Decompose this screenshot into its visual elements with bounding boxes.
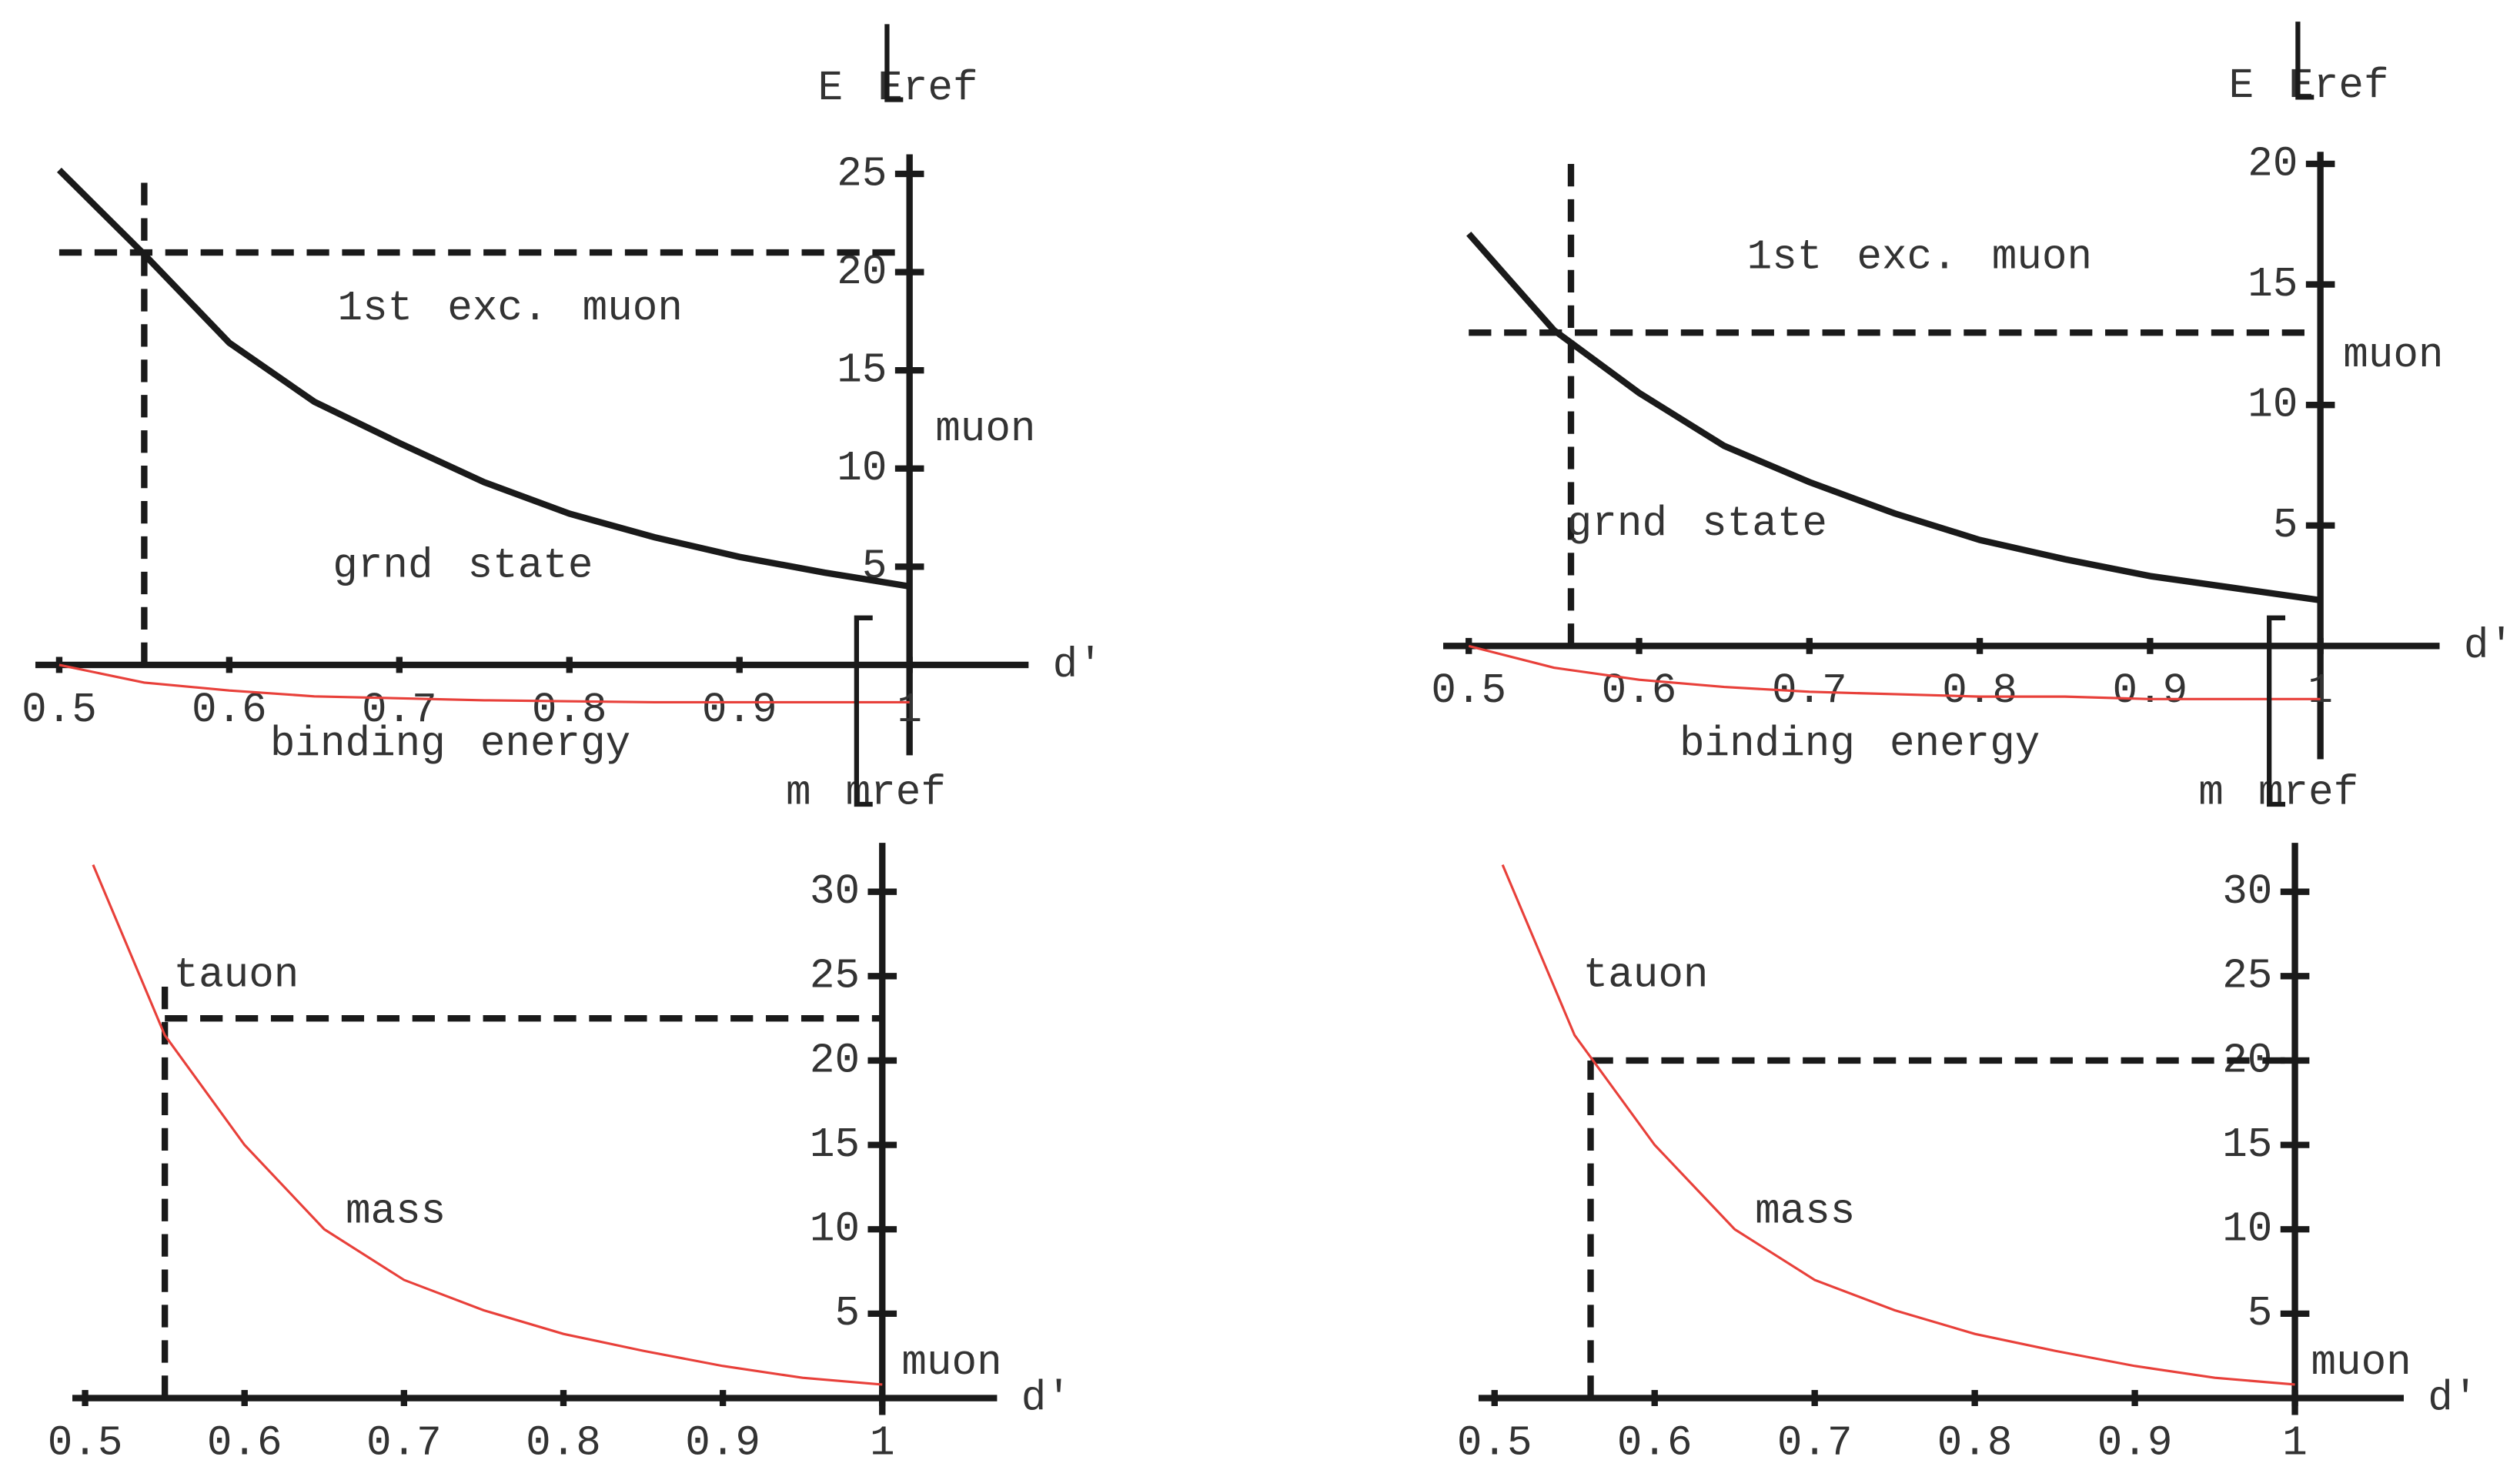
y-tick-label: 15 <box>837 347 887 394</box>
curve <box>1468 644 2321 700</box>
x-tick-label: 1 <box>2308 668 2333 715</box>
annotation: muon <box>2311 1340 2411 1387</box>
annotation: muon <box>2343 332 2443 379</box>
x-tick-label: 0.8 <box>1937 1420 2013 1467</box>
x-tick-label: 0.7 <box>362 687 437 734</box>
label-bracket <box>2267 615 2286 807</box>
x-tick-label: 0.5 <box>1431 668 1506 715</box>
x-axis-label: d' <box>1021 1375 1071 1422</box>
annotation: mass <box>1755 1189 1855 1236</box>
y-tick-label: 30 <box>2222 869 2272 916</box>
x-tick-label: 0.5 <box>1457 1420 1532 1467</box>
y-tick-label: 25 <box>2222 954 2272 1001</box>
x-axis-label: d' <box>2464 623 2514 670</box>
y-tick-label: 15 <box>810 1122 860 1169</box>
x-tick-label: 0.9 <box>2097 1420 2173 1467</box>
label-bracket <box>854 615 873 807</box>
x-axis-label: d' <box>1053 642 1103 689</box>
x-axis-label: d' <box>2428 1375 2478 1422</box>
y-tick-label: 20 <box>810 1037 860 1084</box>
x-tick-label: 0.9 <box>2113 668 2188 715</box>
y-tick-label: 20 <box>837 249 887 296</box>
x-tick-label: 0.7 <box>366 1420 442 1467</box>
x-tick-label: 0.6 <box>1617 1420 1693 1467</box>
annotation: muon <box>901 1340 1001 1387</box>
x-tick-label: 1 <box>870 1420 895 1467</box>
y-tick-label: 5 <box>2248 1291 2273 1338</box>
annotation: binding energy <box>1679 721 2040 768</box>
annotation: tauon <box>174 953 299 1000</box>
x-tick-label: 0.8 <box>1942 668 2017 715</box>
curve <box>58 663 910 703</box>
y-tick-label: 10 <box>2248 383 2298 429</box>
x-tick-label: 0.5 <box>22 687 97 734</box>
x-tick-label: 0.9 <box>702 687 777 734</box>
annotation: muon <box>935 406 1035 453</box>
y-tick-label: 30 <box>810 869 860 916</box>
y-tick-label: 25 <box>837 151 887 198</box>
y-tick-label: 20 <box>2248 141 2298 188</box>
y-tick-label: 10 <box>2222 1207 2272 1254</box>
y-tick-label: 5 <box>834 1291 860 1338</box>
annotation: 1st exc. muon <box>1747 234 2092 281</box>
label-bracket <box>884 24 904 102</box>
y-tick-label: 10 <box>837 446 887 493</box>
x-tick-label: 0.6 <box>192 687 267 734</box>
annotation: binding energy <box>270 721 630 768</box>
annotation: 1st exc. muon <box>338 286 683 332</box>
y-axis-label: E Eref <box>2229 63 2389 110</box>
curve <box>1466 232 2321 603</box>
y-tick-label: 10 <box>810 1207 860 1254</box>
y-tick-label: 15 <box>2222 1122 2272 1169</box>
y-axis-label: m mref <box>2198 770 2358 817</box>
annotation: grnd state <box>1567 501 1827 548</box>
y-tick-label: 5 <box>2273 503 2298 550</box>
x-tick-label: 0.8 <box>532 687 607 734</box>
label-bracket <box>2295 22 2314 100</box>
x-tick-label: 1 <box>2282 1420 2308 1467</box>
x-tick-label: 0.5 <box>48 1420 123 1467</box>
annotation: grnd state <box>333 543 593 590</box>
y-tick-label: 15 <box>2248 262 2298 309</box>
curve <box>1501 864 2295 1386</box>
curve <box>56 167 911 590</box>
curve <box>92 864 883 1386</box>
y-tick-label: 25 <box>810 954 860 1001</box>
x-tick-label: 0.9 <box>685 1420 760 1467</box>
x-tick-label: 0.8 <box>526 1420 601 1467</box>
x-tick-label: 0.7 <box>1777 1420 1853 1467</box>
annotation: tauon <box>1583 953 1709 1000</box>
x-tick-label: 0.6 <box>207 1420 282 1467</box>
y-axis-label: E Eref <box>818 65 978 112</box>
annotation: mass <box>346 1189 446 1236</box>
x-tick-label: 1 <box>897 687 922 734</box>
y-axis-label: m mref <box>786 770 946 817</box>
